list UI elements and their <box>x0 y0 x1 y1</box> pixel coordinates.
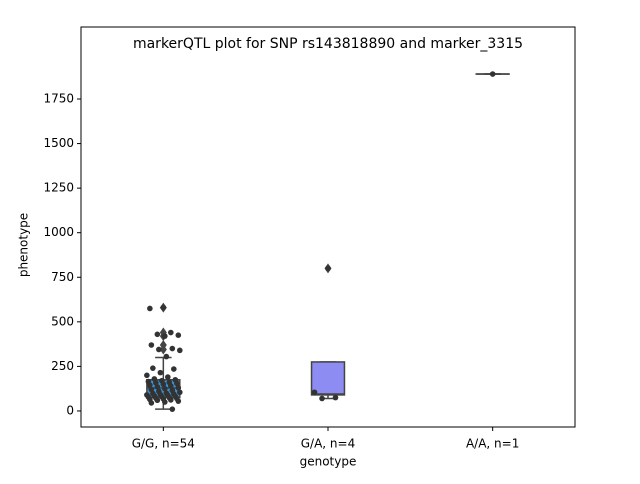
point <box>155 332 161 338</box>
y-tick-label: 1000 <box>43 225 74 239</box>
y-tick-label: 1500 <box>43 136 74 150</box>
point <box>149 400 155 406</box>
point <box>168 397 174 403</box>
point <box>161 305 167 311</box>
point <box>490 71 496 77</box>
point <box>171 366 177 372</box>
point <box>325 266 331 272</box>
y-tick-label: 250 <box>51 359 74 373</box>
y-tick-label: 500 <box>51 314 74 328</box>
point <box>150 365 156 371</box>
point <box>333 395 339 401</box>
point <box>156 347 162 353</box>
point <box>177 348 183 354</box>
point <box>170 346 176 352</box>
point <box>162 333 168 339</box>
y-tick-label: 750 <box>51 270 74 284</box>
y-axis-label: phenotype <box>17 213 31 277</box>
x-tick-label: G/A, n=4 <box>301 437 355 451</box>
point <box>176 332 182 338</box>
point <box>312 389 318 395</box>
y-tick-label: 1750 <box>43 92 74 106</box>
chart-title: markerQTL plot for SNP rs143818890 and m… <box>133 36 523 52</box>
y-tick-label: 0 <box>66 403 74 417</box>
y-tick-label: 1250 <box>43 181 74 195</box>
x-tick-label: A/A, n=1 <box>466 437 519 451</box>
x-tick-label: G/G, n=54 <box>132 437 195 451</box>
point <box>149 342 155 348</box>
point <box>155 397 161 403</box>
point <box>176 398 182 404</box>
point <box>168 330 174 336</box>
box <box>312 362 345 395</box>
x-axis-label: genotype <box>300 455 357 469</box>
point <box>177 389 183 395</box>
point <box>170 406 176 412</box>
point <box>158 370 164 376</box>
point <box>147 306 153 312</box>
point <box>162 399 168 405</box>
point <box>164 354 170 360</box>
point <box>319 396 325 402</box>
point <box>144 373 150 379</box>
point <box>165 374 171 380</box>
